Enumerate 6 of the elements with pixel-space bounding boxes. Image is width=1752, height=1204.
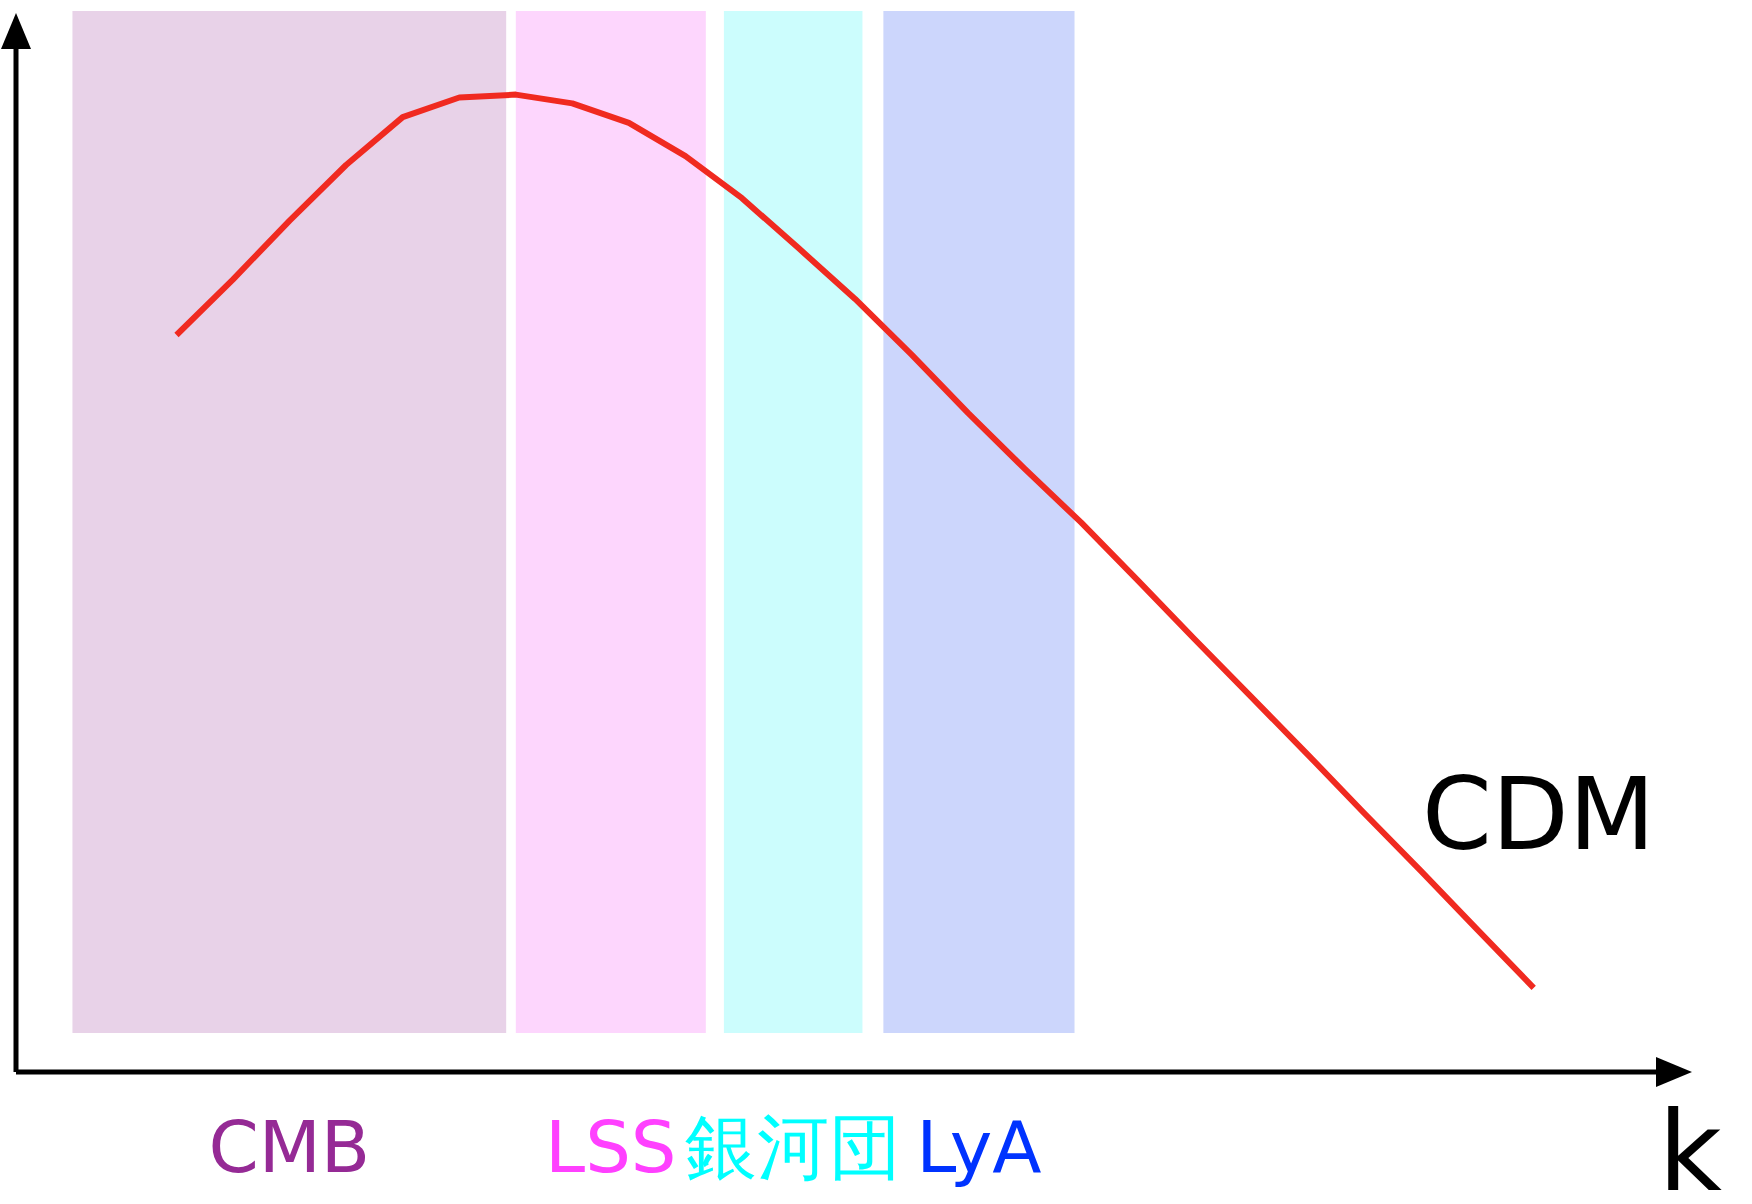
x-axis-title: k — [1658, 1088, 1723, 1204]
text: LSS — [545, 1105, 677, 1189]
series-label: CDM — [1422, 756, 1656, 873]
text: LyA — [916, 1105, 1042, 1189]
text: 銀河団 — [685, 1105, 902, 1189]
text: CMB — [208, 1105, 371, 1189]
